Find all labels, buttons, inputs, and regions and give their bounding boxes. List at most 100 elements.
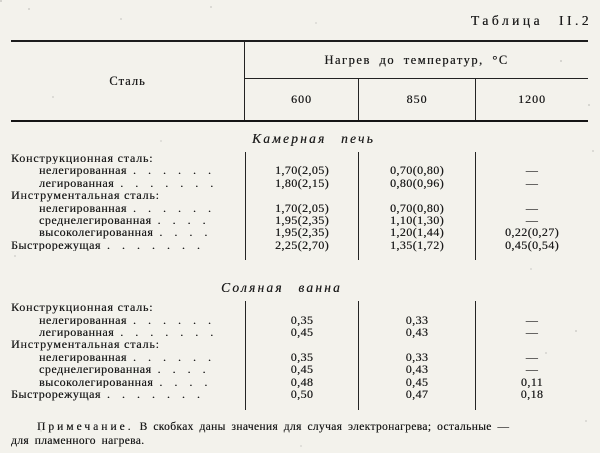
- row-label-text: высоколегированная: [39, 226, 154, 239]
- value-cell: 1,10(1,30): [358, 214, 475, 226]
- value-cell: [358, 301, 475, 314]
- row-label: Быстрорежущая . . . . . . .: [11, 388, 245, 400]
- rule-spacer: [358, 400, 475, 410]
- dot-leader: . . . .: [157, 214, 211, 227]
- value-cell: [475, 189, 588, 202]
- dot-leader: . . . .: [159, 375, 212, 389]
- dot-leader: . . . . . .: [132, 313, 216, 327]
- column-group-temperature: Нагрев до температур, °С 600 850 1200: [245, 42, 588, 120]
- value-cell: [245, 301, 358, 314]
- row-label-text: нелегированная: [39, 350, 127, 364]
- value-cell: —: [475, 350, 588, 363]
- dot-leader: . . . . . . .: [106, 238, 205, 252]
- footnote-text-line1: В скобках даны значения для случая элект…: [139, 421, 510, 433]
- row-label: нелегированная . . . . . .: [11, 164, 245, 176]
- dot-leader: . . . . . .: [132, 350, 216, 364]
- value-cell: —: [475, 176, 588, 189]
- value-cell: —: [475, 164, 588, 177]
- row-label: среднелегированная . . . .: [11, 363, 245, 375]
- value-cell: 1,70(2,05): [245, 164, 358, 177]
- row-label-text: нелегированная: [39, 313, 127, 327]
- table-caption: Таблица II.2: [470, 13, 592, 28]
- row-label-text: легированная: [39, 326, 115, 339]
- table-body: Камерная печь Конструкционная сталь: нелег…: [11, 131, 588, 410]
- column-header-steel: Сталь: [11, 42, 245, 120]
- footnote-label: Примечание.: [37, 421, 134, 433]
- dot-leader: . . . . . .: [132, 201, 216, 215]
- row-label-text: среднелегированная: [39, 214, 152, 227]
- dot-leader: . . . . . .: [132, 164, 216, 177]
- value-cell: 0,45(0,54): [475, 238, 588, 251]
- value-cell: 0,70(0,80): [358, 201, 475, 214]
- rule-spacer: [11, 401, 245, 410]
- row-label-text: Быстрорежущая: [11, 238, 101, 252]
- row-label-text: Конструкционная сталь:: [11, 152, 154, 165]
- value-cell: —: [475, 313, 588, 326]
- row-label-text: среднелегированная: [39, 363, 152, 376]
- section-heading: Соляная ванна: [220, 280, 343, 296]
- row-label: нелегированная . . . . . .: [11, 202, 245, 214]
- column-group-header: Нагрев до температур, °С: [245, 42, 588, 79]
- row-label: Конструкционная сталь:: [11, 301, 245, 313]
- footnote-text-line2: для пламенного нагрева.: [11, 434, 145, 447]
- row-label-text: нелегированная: [39, 201, 127, 215]
- value-cell: [358, 189, 475, 202]
- value-cell: —: [475, 326, 588, 338]
- row-label: высоколегированная . . . .: [11, 376, 245, 388]
- value-cell: 1,70(2,05): [245, 201, 358, 214]
- row-label: Инструментальная сталь:: [11, 338, 245, 350]
- row-label-text: Инструментальная сталь:: [11, 338, 160, 351]
- value-cell: [245, 152, 358, 165]
- value-cell: 1,95(2,35): [245, 214, 358, 226]
- dot-leader: . . . . . . .: [120, 326, 218, 339]
- value-cell: 0,45: [245, 363, 358, 376]
- value-cell: —: [475, 363, 588, 376]
- dot-leader: . . . . . . .: [120, 176, 218, 190]
- section-rows: Конструкционная сталь: нелегированная. . …: [11, 301, 588, 410]
- row-label: нелегированная . . . . . .: [11, 351, 245, 363]
- value-cell: 0,80(0,96): [358, 176, 475, 189]
- row-label-text: Быстрорежущая: [11, 388, 101, 401]
- section-rows: Конструкционная сталь: нелегированная . . …: [11, 152, 588, 261]
- rule-spacer: [11, 251, 245, 260]
- value-cell: 1,20(1,44): [358, 226, 475, 239]
- row-label-text: легированная: [39, 176, 115, 190]
- value-cell: [245, 189, 358, 202]
- value-cell: 0,18: [475, 388, 588, 401]
- value-cell: 0,22(0,27): [475, 226, 588, 239]
- row-label: среднелегированная . . . .: [11, 214, 245, 226]
- row-label: высоколегированная . . . .: [11, 226, 245, 238]
- value-cell: 0,48: [245, 375, 358, 388]
- value-cell: 0,70(0,80): [358, 164, 475, 177]
- rule-spacer: [358, 251, 475, 261]
- row-label: нелегированная . . . . . .: [11, 314, 245, 326]
- value-cell: 2,25(2,70): [245, 238, 358, 251]
- temp-column-header: 600: [291, 92, 312, 106]
- value-cell: 0,35: [245, 313, 358, 326]
- value-cell: —: [475, 201, 588, 214]
- value-cell: 0,43: [358, 363, 475, 376]
- section-heading: Камерная печь: [252, 131, 375, 146]
- row-label-text: Инструментальная сталь:: [11, 189, 160, 202]
- row-label: Быстрорежущая . . . . . . .: [11, 239, 245, 251]
- value-cell: 0,45: [358, 375, 475, 388]
- rule-spacer: [475, 251, 588, 261]
- temp-column-header: 850: [358, 79, 475, 120]
- rule-spacer: [245, 400, 358, 410]
- footnote: Примечание. В скобках даны значения для с…: [11, 421, 589, 448]
- value-cell: 0,33: [358, 313, 475, 326]
- data-table: Сталь Нагрев до температур, °С 600 850 120…: [11, 40, 588, 410]
- rule-spacer: [245, 251, 358, 261]
- row-label: Инструментальная сталь:: [11, 189, 245, 201]
- value-cell: [475, 338, 588, 351]
- temp-column-header: 1200: [475, 79, 588, 120]
- row-label: Конструкционная сталь:: [11, 152, 245, 164]
- row-label-text: высоколегированная: [39, 375, 154, 389]
- row-label: легированная . . . . . . .: [11, 177, 245, 189]
- value-cell: [245, 338, 358, 351]
- scan-noise: [0, 0, 2, 2]
- dot-leader: . . . .: [159, 226, 212, 239]
- value-cell: 1,35(1,72): [358, 238, 475, 251]
- value-cell: [358, 338, 475, 351]
- value-cell: 0,33: [358, 350, 475, 363]
